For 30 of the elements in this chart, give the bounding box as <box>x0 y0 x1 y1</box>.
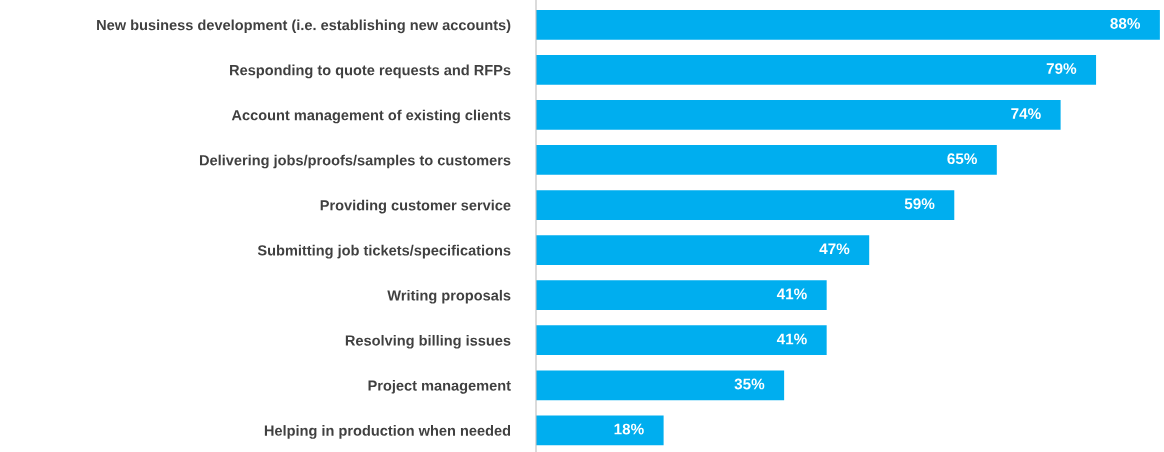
bar <box>536 190 955 220</box>
bar <box>536 9 1160 40</box>
data-label: 59% <box>904 198 935 210</box>
y-tick-label: New business development (i.e. establishing new accounts) <box>97 19 511 34</box>
y-tick-label: Providing customer service <box>320 199 511 214</box>
y-tick-label: Writing proposals <box>387 289 511 304</box>
data-label: 35% <box>734 378 765 390</box>
bar <box>536 280 827 311</box>
bar <box>536 370 785 401</box>
bar <box>536 100 1061 130</box>
data-label: 41% <box>776 288 807 300</box>
y-tick-label: Delivering jobs/proofs/samples to customers <box>199 154 511 169</box>
data-label: 47% <box>819 243 850 255</box>
data-label: 65% <box>947 153 977 165</box>
data-label: 74% <box>1011 108 1041 119</box>
y-tick-label: Account management of existing clients <box>231 109 511 124</box>
data-label: 41% <box>776 333 807 345</box>
data-label: 79% <box>1046 63 1077 74</box>
bar <box>536 145 997 175</box>
bar <box>536 415 664 446</box>
bar <box>536 235 870 265</box>
y-tick-label: Project management <box>368 380 511 394</box>
y-tick-label: Submitting job tickets/specifications <box>257 244 511 259</box>
data-label: 88% <box>1110 18 1141 29</box>
bar <box>536 325 827 356</box>
data-label: 18% <box>614 423 644 435</box>
y-tick-label: Resolving billing issues <box>345 334 511 349</box>
y-tick-label: Responding to quote requests and RFPs <box>230 64 511 79</box>
bar <box>536 54 1097 85</box>
y-tick-label: Helping in production when needed <box>264 425 511 439</box>
